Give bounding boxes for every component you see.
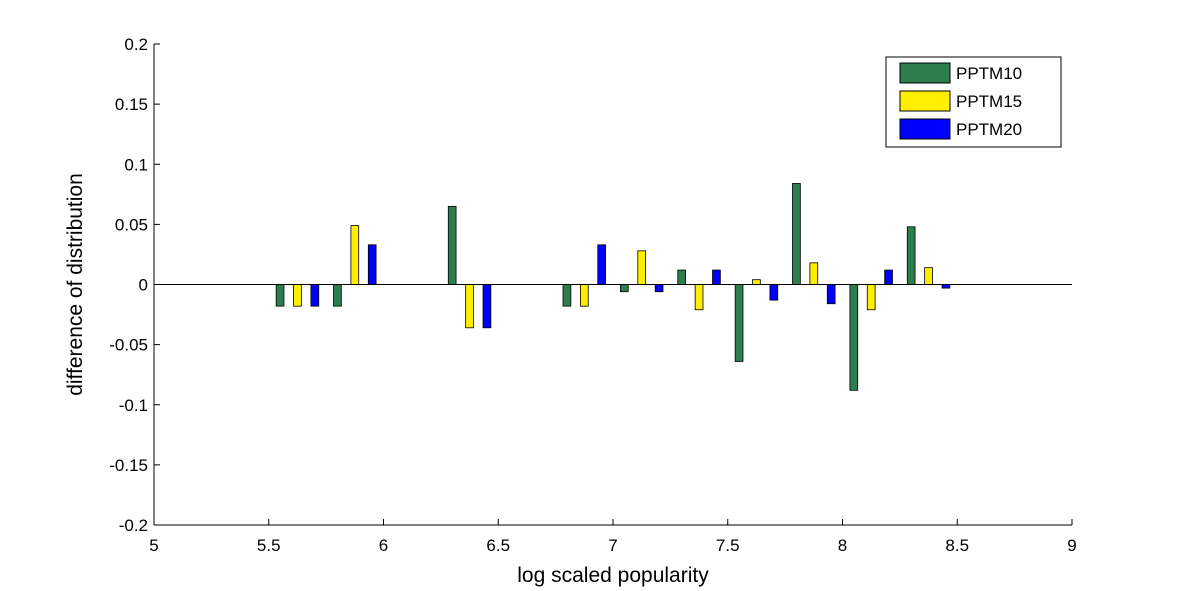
bar-pptm10-4 — [619, 284, 629, 293]
y-tick-label: -0.05 — [109, 336, 148, 355]
bar-pptm20-0 — [310, 284, 320, 307]
y-tick-label: 0.15 — [115, 95, 148, 114]
bar-pptm20-8 — [884, 269, 893, 285]
x-tick-label: 6 — [379, 536, 388, 555]
bar-pptm15-9 — [924, 267, 933, 285]
legend-swatch-pptm15 — [899, 90, 951, 112]
y-tick-label: 0.1 — [124, 155, 148, 174]
legend-label-pptm20: PPTM20 — [956, 120, 1022, 139]
legend-label-pptm10: PPTM10 — [956, 64, 1022, 83]
bar-pptm10-5 — [677, 269, 686, 285]
bar-pptm10-3 — [562, 284, 572, 307]
x-tick-label: 5.5 — [257, 536, 281, 555]
y-tick-label: 0.2 — [124, 35, 148, 54]
bar-pptm20-7 — [826, 284, 836, 305]
x-tick-label: 8.5 — [945, 536, 969, 555]
bar-pptm10-6 — [734, 284, 744, 362]
y-tick-label: -0.1 — [119, 396, 148, 415]
bar-pptm10-7 — [792, 183, 801, 285]
bar-pptm20-5 — [712, 269, 721, 285]
bar-pptm20-3 — [597, 244, 607, 285]
y-axis-label: difference of distribution — [64, 173, 87, 396]
legend-label-pptm15: PPTM15 — [956, 92, 1022, 111]
bar-pptm10-2 — [447, 205, 457, 285]
bar-pptm20-9 — [941, 284, 951, 289]
bar-pptm20-2 — [482, 284, 492, 329]
bar-pptm10-0 — [275, 284, 285, 307]
legend-swatch-pptm10 — [899, 62, 951, 84]
bar-pptm20-4 — [654, 284, 664, 293]
bar-pptm15-6 — [752, 279, 761, 285]
x-tick-label: 7.5 — [716, 536, 740, 555]
bar-pptm15-4 — [637, 250, 646, 285]
legend: PPTM10 PPTM15 PPTM20 — [885, 56, 1062, 148]
x-tick-label: 5 — [149, 536, 158, 555]
bar-pptm15-0 — [293, 284, 302, 307]
bar-pptm10-9 — [906, 226, 916, 285]
bar-pptm15-1 — [350, 225, 360, 285]
y-tick-label: -0.15 — [109, 456, 148, 475]
y-tick-label: -0.2 — [119, 516, 148, 535]
bar-pptm15-5 — [694, 284, 704, 311]
ticks-layer: 5 5.5 6 6.5 7 7.5 8 8.5 9 0.2 0.15 0.1 0.05 0 -0.05 -0.… — [109, 35, 1076, 555]
x-tick-label: 8 — [838, 536, 847, 555]
y-tick-label: 0.05 — [115, 215, 148, 234]
bar-pptm10-1 — [333, 284, 342, 307]
bar-pptm10-8 — [849, 284, 859, 391]
legend-swatch-pptm20 — [899, 118, 951, 140]
x-axis-label: log scaled popularity — [517, 564, 709, 587]
bar-pptm20-1 — [367, 244, 377, 285]
bar-pptm15-7 — [809, 262, 819, 285]
x-tick-label: 6.5 — [486, 536, 510, 555]
y-tick-label: 0 — [139, 276, 148, 295]
x-tick-label: 9 — [1067, 536, 1076, 555]
bar-pptm15-2 — [465, 284, 474, 329]
bar-pptm15-3 — [580, 284, 589, 307]
bar-pptm20-6 — [769, 284, 779, 301]
x-tick-label: 7 — [608, 536, 617, 555]
bar-pptm15-8 — [866, 284, 876, 311]
